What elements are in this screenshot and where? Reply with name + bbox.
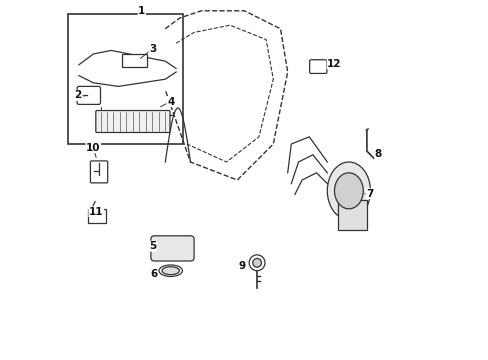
Text: 7: 7	[366, 189, 373, 199]
Ellipse shape	[159, 265, 182, 276]
Text: 8: 8	[374, 149, 381, 159]
Text: 6: 6	[150, 269, 157, 279]
Text: 4: 4	[167, 96, 174, 107]
FancyBboxPatch shape	[151, 236, 194, 261]
Text: 3: 3	[149, 44, 156, 54]
Text: 1: 1	[138, 6, 145, 16]
FancyBboxPatch shape	[309, 60, 326, 73]
Bar	[122, 54, 147, 67]
Text: 9: 9	[238, 261, 245, 271]
Text: 11: 11	[89, 207, 103, 217]
Text: 10: 10	[86, 143, 101, 153]
Bar	[88, 209, 106, 223]
FancyBboxPatch shape	[96, 111, 170, 132]
Text: 2: 2	[74, 90, 81, 100]
Text: 5: 5	[149, 241, 156, 251]
Circle shape	[252, 258, 261, 267]
Text: 12: 12	[326, 59, 341, 69]
FancyBboxPatch shape	[77, 86, 101, 104]
Ellipse shape	[334, 173, 363, 209]
Bar	[337, 200, 366, 230]
Ellipse shape	[162, 267, 179, 275]
FancyBboxPatch shape	[90, 161, 107, 183]
Ellipse shape	[326, 162, 370, 220]
Bar	[68, 14, 183, 144]
Circle shape	[249, 255, 264, 271]
